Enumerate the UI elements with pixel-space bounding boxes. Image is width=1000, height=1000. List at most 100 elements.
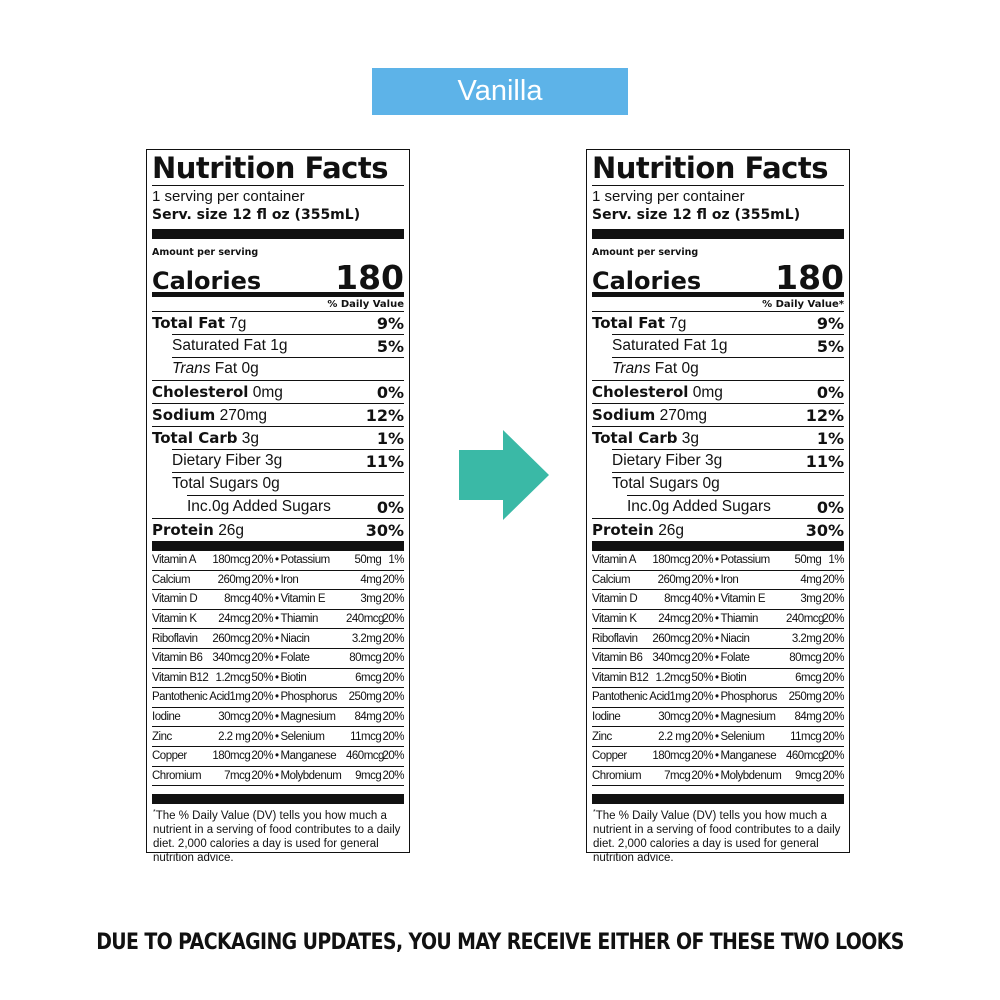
vitamins-table: Vitamin A 180mcg 20% • Potassium 50mg 1% Calciu… (592, 551, 844, 787)
nutrient-name: Saturated Fat 1g (612, 337, 728, 354)
vitamin-row: Calcium 260mg 20% • Iron 4mg 20% (152, 570, 404, 591)
label-title: Nutrition Facts (152, 151, 388, 185)
vitamin-amount: 9mcg (786, 766, 822, 787)
vitamin-dv: 20% (690, 707, 713, 728)
calories-value: 180 (335, 258, 404, 297)
nutrient-row-cholesterol: Cholesterol 0mg 0% (592, 380, 844, 403)
nutrient-dv: 30% (365, 520, 404, 540)
vitamin-row: Vitamin A 180mcg 20% • Potassium 50mg 1% (152, 551, 404, 571)
nutrient-amount: 7g (229, 314, 247, 332)
vitamin-dv: 20% (381, 687, 404, 708)
bullet: • (712, 766, 721, 787)
vitamin-dv: 20% (381, 570, 404, 591)
bullet: • (712, 628, 721, 649)
nutrient-row-sodium: Sodium 270mg 12% (152, 403, 404, 426)
vitamin-dv: 20% (381, 628, 404, 649)
vitamin-dv: 20% (690, 687, 713, 708)
arrow-right-icon (459, 430, 549, 520)
vitamins-table: Vitamin A 180mcg 20% • Potassium 50mg 1% Calciu… (152, 551, 404, 787)
vitamin-row: Copper 180mcg 20% • Manganese 460mcg 20% (592, 746, 844, 767)
nutrient-amount: 7g (669, 314, 687, 332)
bullet: • (712, 668, 721, 689)
footnote: *The % Daily Value (DV) tells you how mu… (592, 806, 844, 865)
nutrient-row-total-fat: Total Fat 7g 9% (592, 311, 844, 334)
vitamin-name: Vitamin B12 (592, 668, 649, 689)
amount-per-serving: Amount per serving (592, 247, 699, 258)
vitamin-amount: 260mcg (207, 628, 251, 649)
nutrient-name: Sodium (592, 405, 656, 424)
nutrient-dv: 11% (805, 451, 844, 471)
nutrient-amount: 270mg (219, 406, 268, 424)
nutrient-name: Sodium (152, 405, 216, 424)
vitamin-dv: 20% (381, 726, 404, 747)
vitamin-amount: 11mcg (346, 726, 382, 747)
nutrient-amount: 270mg (659, 406, 708, 424)
bullet: • (712, 551, 721, 571)
nutrient-dv: 5% (816, 336, 844, 356)
vitamin-dv: 20% (690, 628, 713, 649)
divider-medium (152, 292, 404, 297)
nutrient-row-cholesterol: Cholesterol 0mg 0% (152, 380, 404, 403)
vitamin-name: Vitamin A (152, 551, 208, 571)
vitamin-row: Calcium 260mg 20% • Iron 4mg 20% (592, 570, 844, 591)
vitamin-amount: 180mcg (207, 551, 251, 571)
nutrient-dv: 1% (816, 428, 844, 448)
vitamin-name: Vitamin E (280, 589, 347, 610)
vitamin-amount: 30mcg (207, 707, 251, 728)
vitamin-name: Selenium (280, 726, 347, 747)
vitamin-amount: 50mg (786, 551, 822, 571)
vitamin-row: Vitamin D 8mcg 40% • Vitamin E 3mg 20% (592, 589, 844, 610)
vitamin-dv: 20% (821, 746, 844, 767)
vitamin-amount: 6mcg (346, 668, 382, 689)
vitamin-name: Selenium (720, 726, 787, 747)
vitamin-amount: 11mcg (786, 726, 822, 747)
vitamin-dv: 20% (381, 746, 404, 767)
servings-per-container: 1 serving per container (592, 188, 745, 205)
vitamin-amount: 250mg (346, 687, 382, 708)
vitamin-row: Vitamin K 24mcg 20% • Thiamin 240mcg 20% (152, 609, 404, 630)
vitamin-row: Iodine 30mcg 20% • Magnesium 84mg 20% (152, 707, 404, 728)
vitamin-dv: 20% (250, 551, 273, 571)
vitamin-amount: 24mcg (647, 609, 691, 630)
vitamin-row: Copper 180mcg 20% • Manganese 460mcg 20% (152, 746, 404, 767)
vitamin-dv: 20% (381, 668, 404, 689)
nutrient-row-trans-fat: Trans Fat 0g (612, 357, 844, 380)
nutrient-name: Cholesterol (152, 382, 249, 401)
nutrient-name: Total Carb (152, 428, 238, 447)
nutrient-amount: 3g (681, 429, 700, 447)
vitamin-amount: 1.2mcg (647, 668, 691, 689)
nutrient-name: Inc.0g Added Sugars (627, 498, 771, 515)
vitamin-amount: 8mcg (647, 589, 691, 610)
vitamin-name: Riboflavin (592, 628, 648, 649)
footnote-mark: * (593, 809, 596, 817)
vitamin-name: Molybdenum (280, 766, 347, 787)
vitamin-name: Molybdenum (720, 766, 787, 787)
divider-thick (592, 541, 844, 551)
daily-value-header: % Daily Value (327, 299, 404, 310)
vitamin-name: Zinc (592, 726, 648, 747)
vitamin-dv: 20% (381, 648, 404, 669)
vitamin-amount: 260mg (207, 570, 251, 591)
vitamin-amount: 24mcg (207, 609, 251, 630)
divider-thick (592, 229, 844, 239)
nutrient-row-total-carb: Total Carb 3g 1% (592, 426, 844, 449)
vitamin-name: Folate (280, 648, 347, 669)
vitamin-amount: 260mcg (647, 628, 691, 649)
vitamin-amount: 9mcg (346, 766, 382, 787)
serving-size: Serv. size 12 fl oz (355mL) (592, 207, 801, 223)
vitamin-dv: 20% (821, 648, 844, 669)
vitamin-dv: 20% (821, 609, 844, 630)
vitamin-name: Potassium (280, 551, 347, 571)
nutrient-dv: 1% (376, 428, 404, 448)
nutrient-row-added-sugars: Inc.0g Added Sugars 0% (627, 495, 844, 518)
nutrient-dv: 0% (376, 382, 404, 402)
divider-thick (152, 794, 404, 805)
nutrient-name: Dietary Fiber 3g (172, 452, 283, 469)
vitamin-row: Vitamin A 180mcg 20% • Potassium 50mg 1% (592, 551, 844, 571)
footnote: *The % Daily Value (DV) tells you how mu… (152, 806, 404, 865)
footnote-mark: * (153, 809, 156, 817)
vitamin-amount: 84mg (786, 707, 822, 728)
vitamin-amount: 1.2mcg (207, 668, 251, 689)
vitamin-dv: 20% (381, 766, 404, 787)
nutrient-name: Cholesterol (592, 382, 689, 401)
